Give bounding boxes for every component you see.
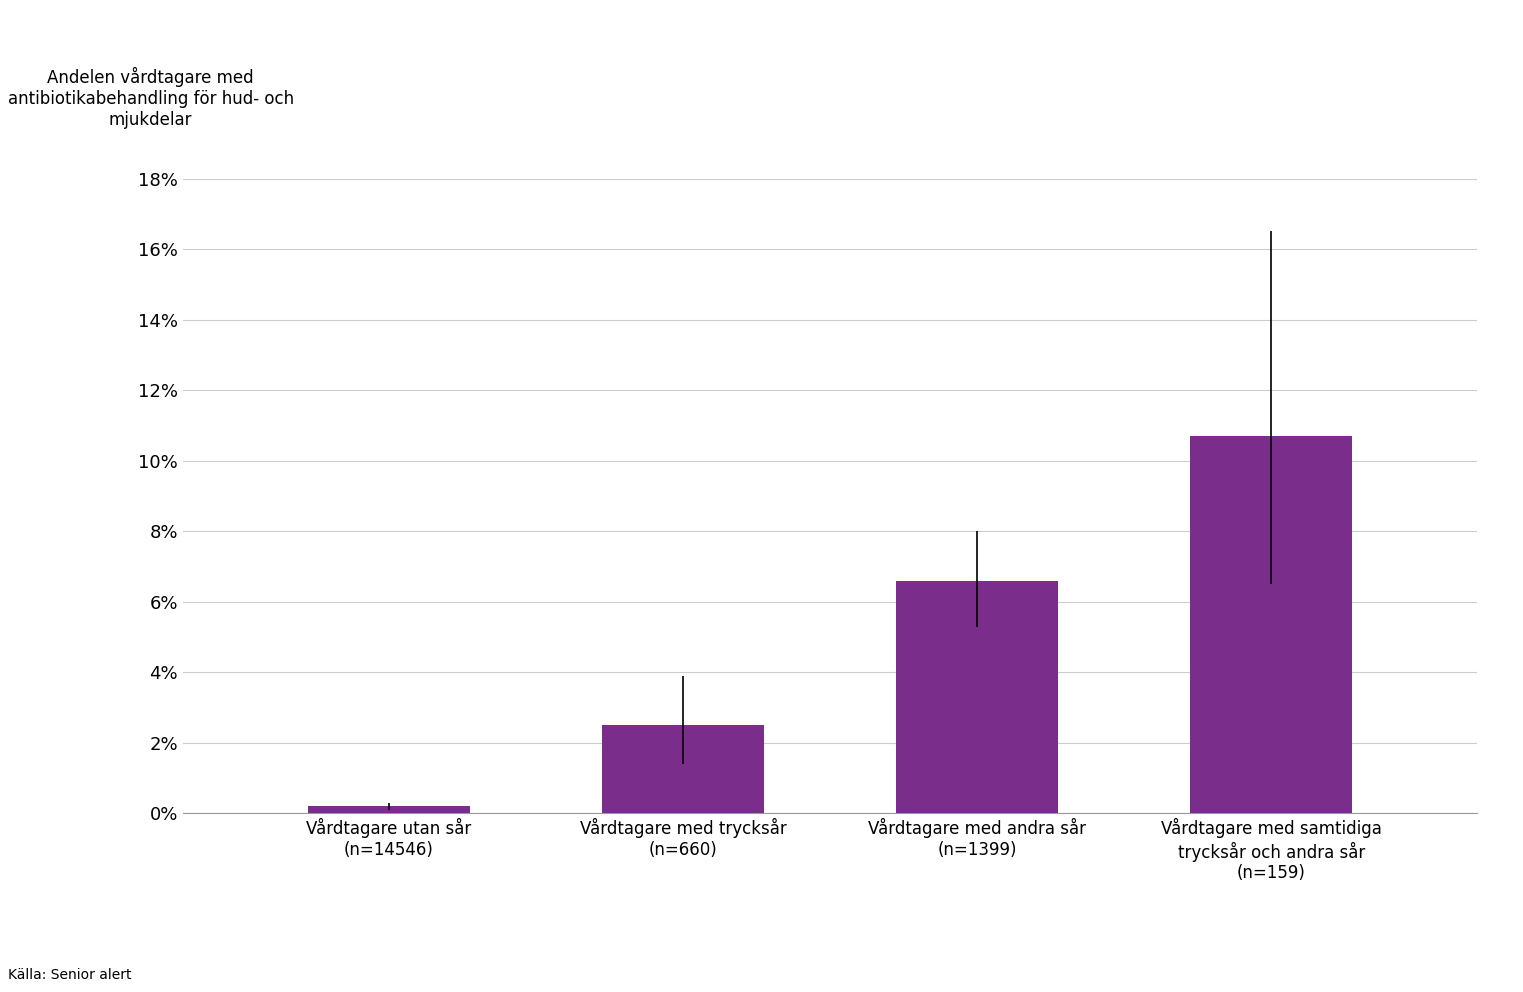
Bar [308, 806, 469, 813]
Bar [896, 580, 1058, 813]
Bar [602, 725, 765, 813]
Bar [1191, 436, 1352, 813]
Text: Andelen vårdtagare med
antibiotikabehandling för hud- och
mjukdelar: Andelen vårdtagare med antibiotikabehand… [8, 67, 294, 129]
Text: Källa: Senior alert: Källa: Senior alert [8, 968, 131, 982]
